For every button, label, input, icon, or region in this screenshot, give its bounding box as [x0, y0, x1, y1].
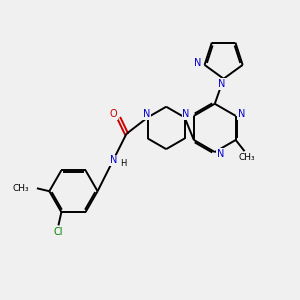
Text: N: N [218, 79, 226, 89]
Text: CH₃: CH₃ [12, 184, 29, 193]
Text: N: N [217, 148, 224, 158]
Text: Cl: Cl [54, 227, 63, 237]
Text: O: O [110, 109, 118, 119]
Text: CH₃: CH₃ [238, 153, 255, 162]
Text: H: H [120, 160, 126, 169]
Text: N: N [238, 110, 245, 119]
Text: N: N [143, 109, 150, 119]
Text: N: N [182, 109, 190, 119]
Text: N: N [110, 155, 117, 166]
Text: N: N [194, 58, 202, 68]
